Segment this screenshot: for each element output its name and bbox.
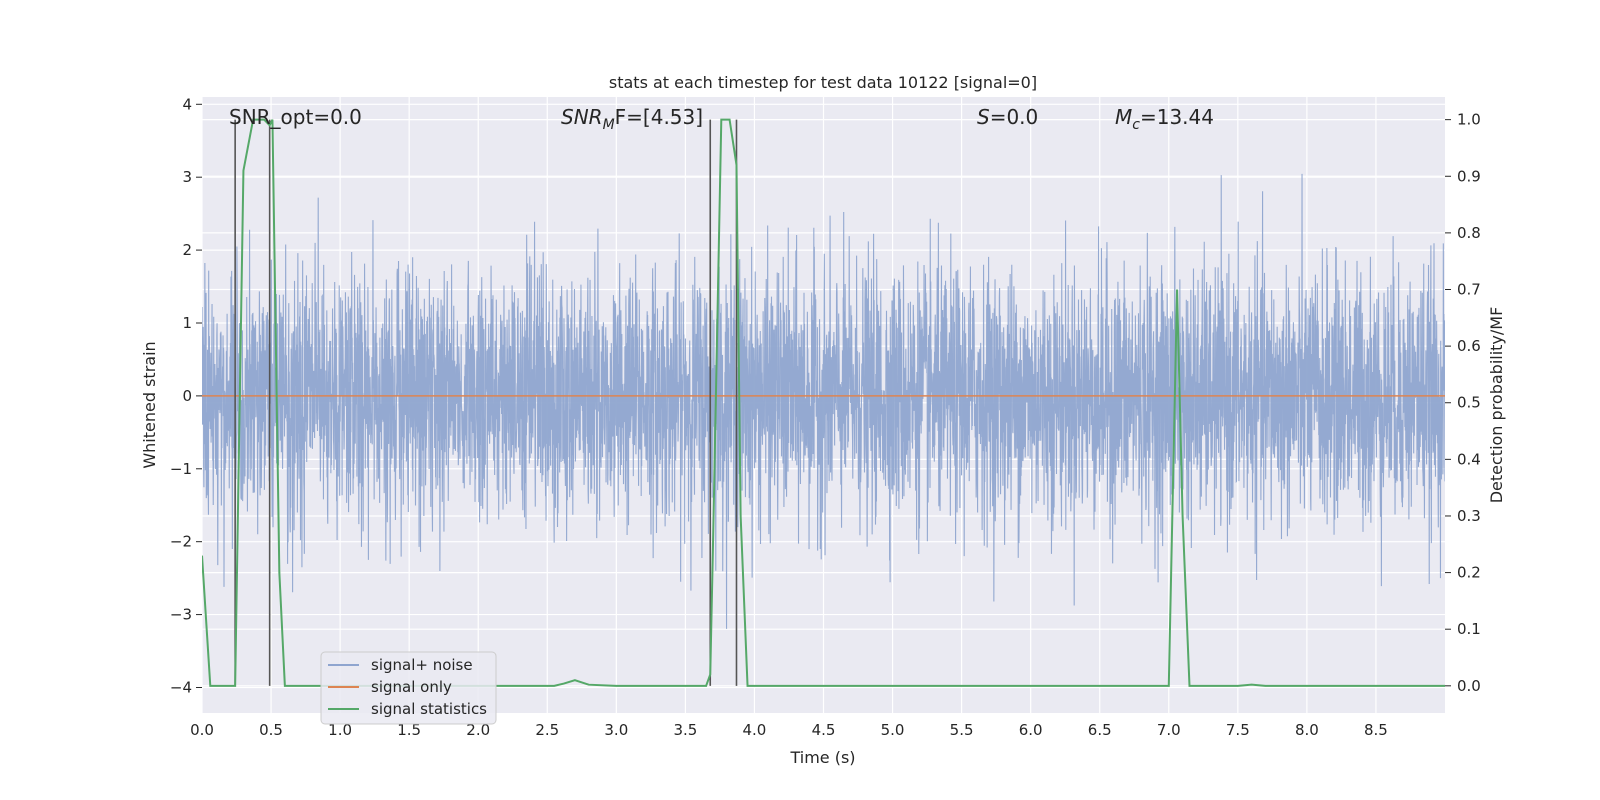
y-tick-label: 4 bbox=[182, 95, 192, 113]
x-tick-label: 3.5 bbox=[673, 721, 697, 739]
x-axis-label: Time (s) bbox=[789, 748, 855, 767]
y2-tick-label: 0.3 bbox=[1457, 507, 1481, 525]
legend-label-signal-statistics: signal statistics bbox=[371, 700, 487, 718]
y2-axis-label: Detection probability/MF bbox=[1487, 307, 1506, 504]
y-axis-label: Whitened strain bbox=[140, 341, 159, 468]
x-tick-label: 4.5 bbox=[812, 721, 836, 739]
annotation-s: S=0.0 bbox=[977, 105, 1038, 129]
x-tick-label: 8.0 bbox=[1295, 721, 1319, 739]
y-tick-label: 0 bbox=[182, 387, 192, 405]
annotation-snr-mf: SNRMF=[4.53] bbox=[561, 105, 703, 133]
y-tick-label: 2 bbox=[182, 241, 192, 259]
y2-tick-label: 0.0 bbox=[1457, 677, 1481, 695]
x-tick-label: 6.0 bbox=[1019, 721, 1043, 739]
annotation-mc-rest: =13.44 bbox=[1140, 105, 1214, 129]
annotation-snr-mf-rest: F=[4.53] bbox=[615, 105, 703, 129]
chart-title: stats at each timestep for test data 101… bbox=[609, 73, 1037, 92]
y-tick-label: 3 bbox=[182, 168, 192, 186]
annotation-snr-mf-main: SNR bbox=[561, 105, 603, 129]
x-tick-label: 6.5 bbox=[1088, 721, 1112, 739]
x-tick-label: 0.0 bbox=[190, 721, 214, 739]
x-tick-label: 5.5 bbox=[950, 721, 974, 739]
annotation-snr-mf-sub: M bbox=[603, 117, 615, 133]
legend-label-signal-only: signal only bbox=[371, 678, 452, 696]
annotation-s-main: S bbox=[977, 105, 990, 129]
annotation-snr-opt: SNR_opt=0.0 bbox=[229, 105, 362, 129]
y-tick-label: −1 bbox=[170, 460, 192, 478]
x-tick-label: 4.0 bbox=[743, 721, 767, 739]
y-tick-label: −2 bbox=[170, 533, 192, 551]
y2-tick-label: 0.5 bbox=[1457, 394, 1481, 412]
y2-tick-label: 0.6 bbox=[1457, 337, 1481, 355]
x-tick-label: 7.5 bbox=[1226, 721, 1250, 739]
x-tick-label: 2.0 bbox=[466, 721, 490, 739]
legend-box bbox=[320, 651, 497, 725]
y2-tick-label: 0.9 bbox=[1457, 167, 1481, 185]
y2-tick-label: 0.8 bbox=[1457, 224, 1481, 242]
annotation-mc-main: M bbox=[1115, 105, 1132, 129]
x-ticks: 0.0 0.5 1.0 1.5 2.0 2.5 3.0 3.5 4.0 4.5 5.0 5.5 6.0 6… bbox=[190, 721, 1388, 739]
series-signal-statistics bbox=[202, 118, 1445, 687]
x-tick-label: 0.5 bbox=[259, 721, 283, 739]
y-tick-label: −4 bbox=[170, 678, 192, 696]
y2-tick-label: 0.7 bbox=[1457, 281, 1481, 299]
y-tick-label: −3 bbox=[170, 606, 192, 624]
y-right-ticks: 1.0 0.9 0.8 0.7 0.6 0.5 0.4 0.3 0.2 0.1 0.0 bbox=[1445, 111, 1481, 695]
x-tick-label: 1.0 bbox=[328, 721, 352, 739]
annotation-mc: Mc=13.44 bbox=[1115, 105, 1214, 133]
x-tick-label: 1.5 bbox=[397, 721, 421, 739]
y-tick-label: 1 bbox=[182, 314, 192, 332]
x-tick-label: 8.5 bbox=[1364, 721, 1388, 739]
annotation-mc-sub: c bbox=[1132, 117, 1140, 133]
x-tick-label: 3.0 bbox=[604, 721, 628, 739]
y2-tick-label: 0.4 bbox=[1457, 450, 1481, 468]
annotation-s-rest: =0.0 bbox=[990, 105, 1039, 129]
legend-label-signal-noise: signal+ noise bbox=[371, 656, 473, 674]
y-left-ticks: 4 3 2 1 0 −1 −2 −3 −4 bbox=[170, 95, 202, 696]
x-tick-label: 2.5 bbox=[535, 721, 559, 739]
y2-tick-label: 0.1 bbox=[1457, 620, 1481, 638]
y2-tick-label: 1.0 bbox=[1457, 111, 1481, 129]
x-tick-label: 7.0 bbox=[1157, 721, 1181, 739]
y2-tick-label: 0.2 bbox=[1457, 564, 1481, 582]
x-tick-label: 5.0 bbox=[881, 721, 905, 739]
legend: signal+ noise signal only signal statist… bbox=[320, 651, 497, 725]
signal-statistics-line bbox=[202, 118, 1445, 687]
